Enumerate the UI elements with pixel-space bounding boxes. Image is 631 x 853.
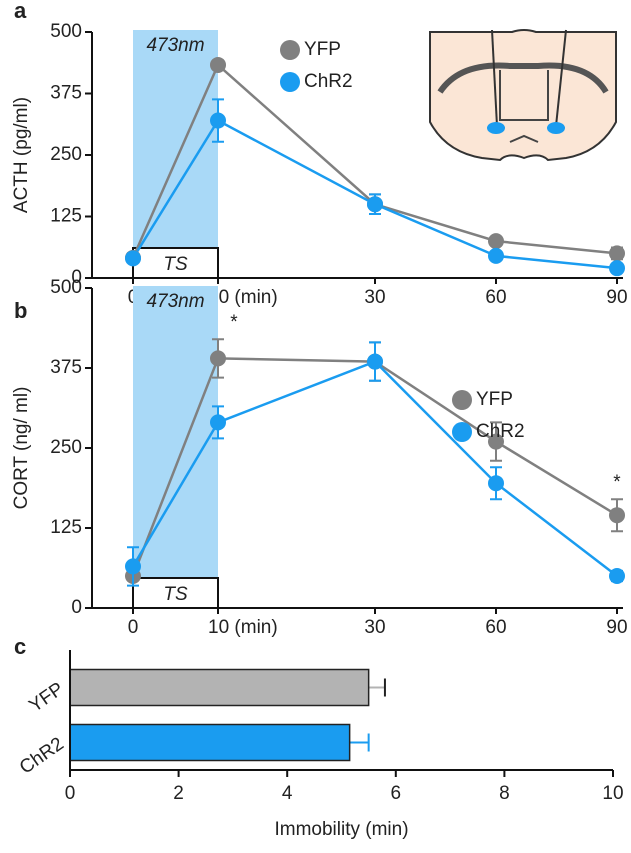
x-axis-title: Immobility (min) — [274, 819, 408, 840]
x-tick-label: 10 — [602, 783, 623, 804]
period-label: TS — [163, 584, 188, 605]
optic-fiber — [491, 29, 498, 127]
y-tick-label: 375 — [50, 357, 82, 378]
x-tick-label: 60 — [485, 617, 506, 638]
y-tick-label: 125 — [50, 206, 82, 227]
y-axis-title: ACTH (pg/ml) — [11, 97, 32, 213]
stimulus-label: 473nm — [146, 35, 204, 56]
data-point — [210, 414, 226, 431]
x-tick-label: 30 — [364, 287, 385, 308]
data-point — [488, 433, 504, 450]
x-tick-label: 4 — [282, 783, 293, 804]
data-point — [367, 196, 383, 213]
bar — [69, 668, 370, 707]
x-tick-label: 6 — [391, 783, 402, 804]
y-tick-label: 0 — [71, 267, 82, 288]
legend-label: ChR2 — [476, 421, 525, 442]
data-point — [609, 260, 625, 277]
brain-tract — [437, 62, 609, 94]
data-point — [367, 353, 383, 370]
brain-outline — [429, 29, 617, 162]
y-tick-label: 125 — [50, 517, 82, 538]
data-point — [609, 507, 625, 524]
stimulus-shade — [133, 30, 218, 248]
stimulus-label: 473nm — [146, 291, 204, 312]
bar — [69, 723, 351, 762]
y-tick-label: 250 — [50, 144, 82, 165]
data-point — [488, 475, 504, 492]
x-tick-label: 30 — [364, 617, 385, 638]
y-tick-label: ChR2 — [16, 734, 68, 779]
y-axis-title: CORT (ng/ ml) — [11, 387, 32, 510]
y-tick-label: 500 — [50, 277, 82, 298]
legend-marker — [452, 422, 472, 442]
brain-structure — [509, 134, 539, 143]
x-tick-label: 0 — [128, 617, 139, 638]
x-tick-label: 8 — [499, 783, 510, 804]
x-tick-label: 10 (min) — [208, 617, 278, 638]
data-point — [488, 247, 504, 264]
x-tick-label: 90 — [606, 287, 627, 308]
data-point — [125, 558, 141, 575]
y-tick-label: 0 — [71, 597, 82, 618]
period-box — [132, 577, 219, 609]
y-tick-label: 375 — [50, 83, 82, 104]
legend-marker — [280, 40, 300, 60]
annotation: * — [230, 312, 238, 333]
light-spot — [487, 122, 505, 134]
legend-label: YFP — [476, 389, 513, 410]
x-tick-label: 90 — [606, 617, 627, 638]
optic-fiber — [555, 29, 567, 127]
data-point — [488, 233, 504, 250]
light-spot — [547, 122, 565, 134]
x-tick-label: 0 — [65, 783, 76, 804]
legend-marker — [280, 72, 300, 92]
legend-label: YFP — [304, 39, 341, 60]
y-tick-label: 500 — [50, 21, 82, 42]
x-tick-label: 2 — [173, 783, 184, 804]
period-label: TS — [163, 254, 188, 275]
x-tick-label: 60 — [485, 287, 506, 308]
data-point — [609, 245, 625, 262]
legend-label: ChR2 — [304, 71, 353, 92]
panel-label: a — [14, 0, 27, 23]
y-tick-label: YFP — [25, 679, 67, 717]
brain-ventricle — [499, 70, 549, 121]
y-tick-label: 250 — [50, 437, 82, 458]
panel-label: b — [14, 298, 27, 323]
data-point — [210, 56, 226, 73]
data-point — [210, 112, 226, 129]
brain-inset — [429, 29, 617, 162]
legend-marker — [452, 390, 472, 410]
data-point — [210, 350, 226, 367]
annotation: * — [613, 472, 621, 493]
data-point — [609, 568, 625, 584]
panel-label: c — [14, 634, 26, 659]
x-tick-label: 10 (min) — [208, 287, 278, 308]
data-point — [125, 250, 141, 267]
stimulus-shade — [133, 286, 218, 578]
